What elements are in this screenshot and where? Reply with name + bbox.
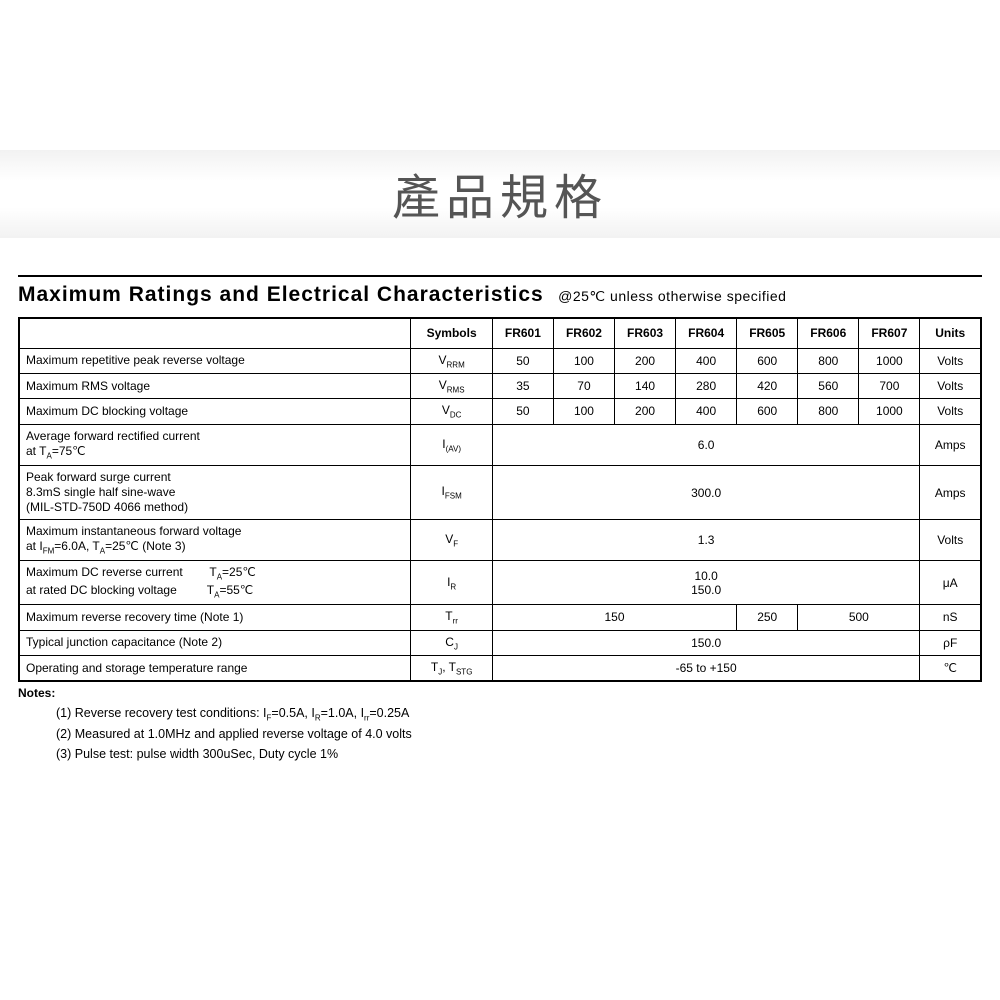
- unit-cell: Amps: [920, 424, 981, 465]
- note-item: (1) Reverse recovery test conditions: IF…: [56, 704, 982, 725]
- spec-table-body: Maximum repetitive peak reverse voltageV…: [19, 348, 981, 681]
- value-cell: 100: [553, 348, 614, 373]
- param-cell: Maximum instantaneous forward voltageat …: [19, 520, 411, 561]
- param-cell: Peak forward surge current8.3mS single h…: [19, 466, 411, 520]
- table-row: Peak forward surge current8.3mS single h…: [19, 466, 981, 520]
- notes-list: (1) Reverse recovery test conditions: IF…: [56, 704, 982, 764]
- header-param: [19, 318, 411, 348]
- symbol-cell: CJ: [411, 630, 492, 655]
- value-cell: 400: [676, 399, 737, 424]
- value-cell: 280: [676, 373, 737, 398]
- page-title: 產品規格: [392, 172, 608, 225]
- param-cell: Maximum DC reverse current TA=25℃at rate…: [19, 561, 411, 605]
- param-cell: Maximum repetitive peak reverse voltage: [19, 348, 411, 373]
- param-cell: Operating and storage temperature range: [19, 656, 411, 682]
- note-item: (3) Pulse test: pulse width 300uSec, Dut…: [56, 745, 982, 764]
- value-cell: 800: [798, 348, 859, 373]
- value-cell: 600: [737, 348, 798, 373]
- param-cell: Maximum DC blocking voltage: [19, 399, 411, 424]
- value-cell: 400: [676, 348, 737, 373]
- value-cell: 500: [798, 605, 920, 630]
- value-cell: 560: [798, 373, 859, 398]
- value-cell: 35: [492, 373, 553, 398]
- unit-cell: Volts: [920, 373, 981, 398]
- table-row: Typical junction capacitance (Note 2)CJ1…: [19, 630, 981, 655]
- table-row: Maximum instantaneous forward voltageat …: [19, 520, 981, 561]
- value-cell: 300.0: [492, 466, 920, 520]
- table-row: Maximum repetitive peak reverse voltageV…: [19, 348, 981, 373]
- value-cell: 1000: [859, 399, 920, 424]
- value-cell: 150.0: [492, 630, 920, 655]
- table-row: Maximum RMS voltageVRMS35701402804205607…: [19, 373, 981, 398]
- symbol-cell: IR: [411, 561, 492, 605]
- header-part-4: FR605: [737, 318, 798, 348]
- table-row: Maximum reverse recovery time (Note 1)Tr…: [19, 605, 981, 630]
- unit-cell: Volts: [920, 520, 981, 561]
- value-cell: 140: [615, 373, 676, 398]
- value-cell: 50: [492, 399, 553, 424]
- section-title: Maximum Ratings and Electrical Character…: [18, 283, 544, 306]
- value-cell: 6.0: [492, 424, 920, 465]
- param-cell: Average forward rectified currentat TA=7…: [19, 424, 411, 465]
- header-units: Units: [920, 318, 981, 348]
- value-cell: 50: [492, 348, 553, 373]
- symbol-cell: IFSM: [411, 466, 492, 520]
- value-cell: 800: [798, 399, 859, 424]
- table-header-row: SymbolsFR601FR602FR603FR604FR605FR606FR6…: [19, 318, 981, 348]
- unit-cell: Volts: [920, 399, 981, 424]
- header-part-6: FR607: [859, 318, 920, 348]
- value-cell: 100: [553, 399, 614, 424]
- unit-cell: μA: [920, 561, 981, 605]
- value-cell: 1.3: [492, 520, 920, 561]
- table-row: Maximum DC reverse current TA=25℃at rate…: [19, 561, 981, 605]
- table-row: Maximum DC blocking voltageVDC5010020040…: [19, 399, 981, 424]
- header-part-1: FR602: [553, 318, 614, 348]
- value-cell: 600: [737, 399, 798, 424]
- header-part-5: FR606: [798, 318, 859, 348]
- header-part-3: FR604: [676, 318, 737, 348]
- symbol-cell: I(AV): [411, 424, 492, 465]
- value-cell: 200: [615, 399, 676, 424]
- symbol-cell: Trr: [411, 605, 492, 630]
- value-cell: -65 to +150: [492, 656, 920, 682]
- notes-heading: Notes:: [18, 686, 982, 700]
- spec-table-head: SymbolsFR601FR602FR603FR604FR605FR606FR6…: [19, 318, 981, 348]
- unit-cell: ρF: [920, 630, 981, 655]
- param-cell: Maximum RMS voltage: [19, 373, 411, 398]
- table-row: Operating and storage temperature rangeT…: [19, 656, 981, 682]
- unit-cell: nS: [920, 605, 981, 630]
- unit-cell: Volts: [920, 348, 981, 373]
- value-cell: 420: [737, 373, 798, 398]
- spec-table: SymbolsFR601FR602FR603FR604FR605FR606FR6…: [18, 317, 982, 682]
- header-symbols: Symbols: [411, 318, 492, 348]
- value-cell: 1000: [859, 348, 920, 373]
- value-cell: 200: [615, 348, 676, 373]
- section-header: Maximum Ratings and Electrical Character…: [18, 275, 982, 317]
- symbol-cell: VF: [411, 520, 492, 561]
- note-item: (2) Measured at 1.0MHz and applied rever…: [56, 725, 982, 744]
- param-cell: Typical junction capacitance (Note 2): [19, 630, 411, 655]
- unit-cell: ℃: [920, 656, 981, 682]
- header-part-0: FR601: [492, 318, 553, 348]
- value-cell: 250: [737, 605, 798, 630]
- symbol-cell: TJ, TSTG: [411, 656, 492, 682]
- section-condition: @25℃ unless otherwise specified: [558, 288, 786, 304]
- unit-cell: Amps: [920, 466, 981, 520]
- symbol-cell: VDC: [411, 399, 492, 424]
- header-part-2: FR603: [615, 318, 676, 348]
- value-cell: 70: [553, 373, 614, 398]
- content-area: Maximum Ratings and Electrical Character…: [18, 275, 982, 764]
- symbol-cell: VRMS: [411, 373, 492, 398]
- table-row: Average forward rectified currentat TA=7…: [19, 424, 981, 465]
- symbol-cell: VRRM: [411, 348, 492, 373]
- page-title-banner: 產品規格: [0, 150, 1000, 238]
- param-cell: Maximum reverse recovery time (Note 1): [19, 605, 411, 630]
- value-cell: 150: [492, 605, 736, 630]
- value-cell: 10.0150.0: [492, 561, 920, 605]
- value-cell: 700: [859, 373, 920, 398]
